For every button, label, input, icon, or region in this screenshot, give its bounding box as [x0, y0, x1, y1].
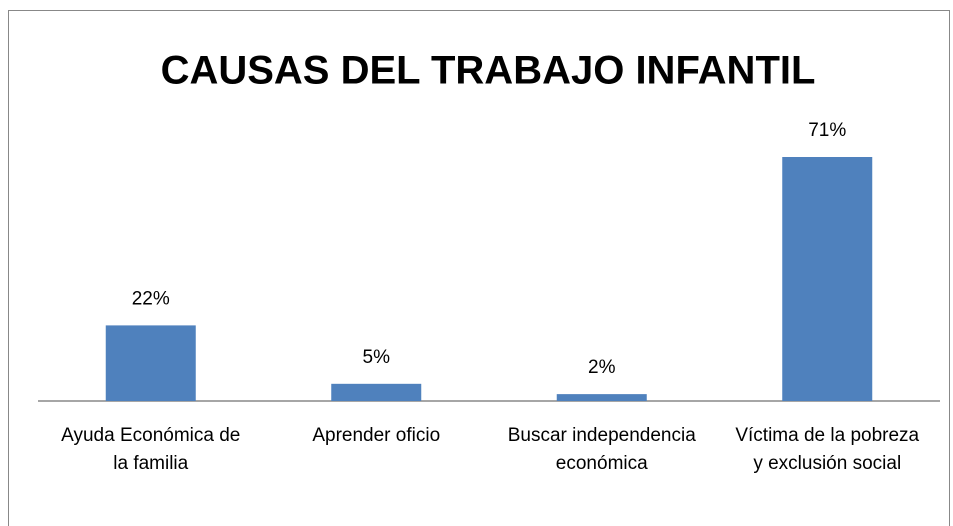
x-tick-label: Buscar independencia económica: [507, 425, 696, 474]
x-tick-label-box: Ayuda Económica de la familia: [61, 425, 241, 474]
x-tick-label-box: Aprender oficio: [312, 425, 441, 446]
x-tick-label-box: Víctima de la pobreza y exclusión social: [735, 425, 920, 474]
value-label: 2%: [588, 357, 616, 378]
value-label: 22%: [132, 288, 170, 309]
bar: [782, 157, 873, 401]
x-tick-label: Ayuda Económica de la familia: [61, 425, 241, 474]
bar: [331, 383, 422, 401]
bar: [556, 394, 647, 401]
x-tick-label: Aprender oficio: [312, 425, 441, 446]
x-tick-label: Víctima de la pobreza y exclusión social: [735, 425, 920, 474]
bar: [105, 325, 196, 401]
chart-title: CAUSAS DEL TRABAJO INFANTIL: [161, 49, 816, 93]
value-label: 5%: [363, 347, 391, 368]
value-label: 71%: [808, 120, 846, 141]
x-tick-label-box: Buscar independencia económica: [507, 425, 696, 474]
